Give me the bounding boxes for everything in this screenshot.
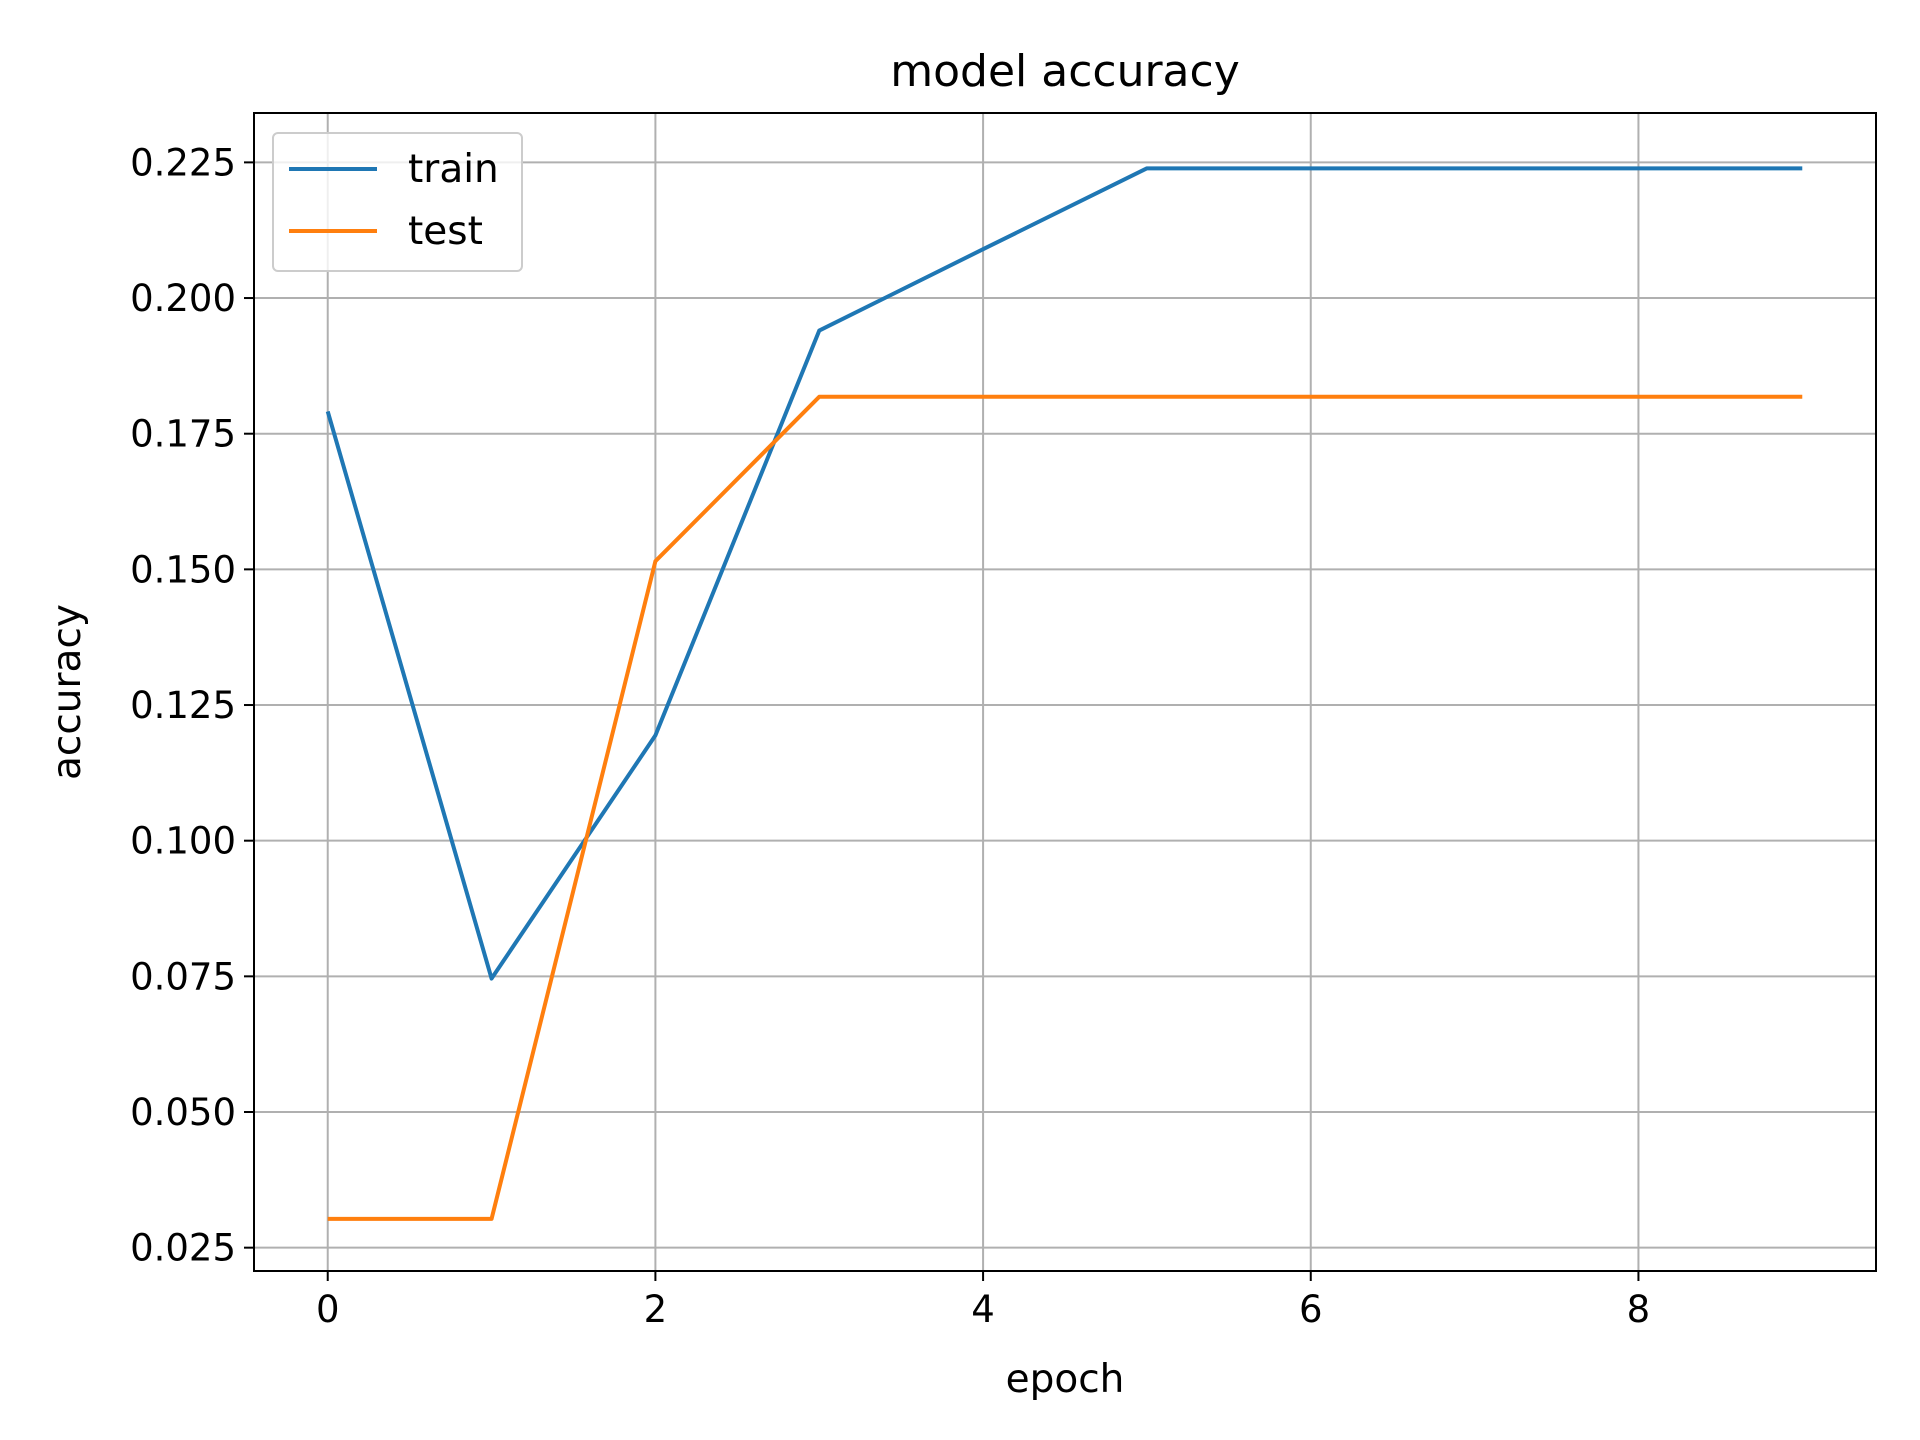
y-axis-label: accuracy [45,604,90,780]
chart-title: model accuracy [890,46,1240,97]
x-tick-label: 4 [971,1288,995,1331]
y-tick-label: 0.050 [130,1091,236,1134]
legend-label-test: test [408,209,483,254]
x-tick-label: 8 [1627,1288,1651,1331]
axis-ticks: 0 2 4 6 8 0.025 0.050 0.075 0.100 0.125 0.150 0.175… [130,141,1650,1331]
series-line-test [327,394,1803,1221]
plot-frame [253,112,1877,1272]
x-tick-label: 2 [644,1288,668,1331]
y-tick-label: 0.100 [130,820,236,863]
y-tick-label: 0.150 [130,548,236,591]
legend-label-train: train [408,147,499,192]
y-tick-label: 0.175 [130,413,236,456]
series-line-train [325,166,1803,981]
x-tick-label: 6 [1299,1288,1323,1331]
y-tick-label: 0.125 [130,684,236,727]
grid [254,113,1876,1271]
x-tick-label: 0 [316,1288,340,1331]
series-lines [325,166,1803,1221]
legend: train test [272,132,523,272]
y-tick-label: 0.025 [130,1227,236,1270]
y-tick-label: 0.075 [130,955,236,998]
y-tick-label: 0.200 [130,277,236,320]
x-axis-label: epoch [1006,1357,1125,1402]
y-tick-label: 0.225 [130,141,236,184]
